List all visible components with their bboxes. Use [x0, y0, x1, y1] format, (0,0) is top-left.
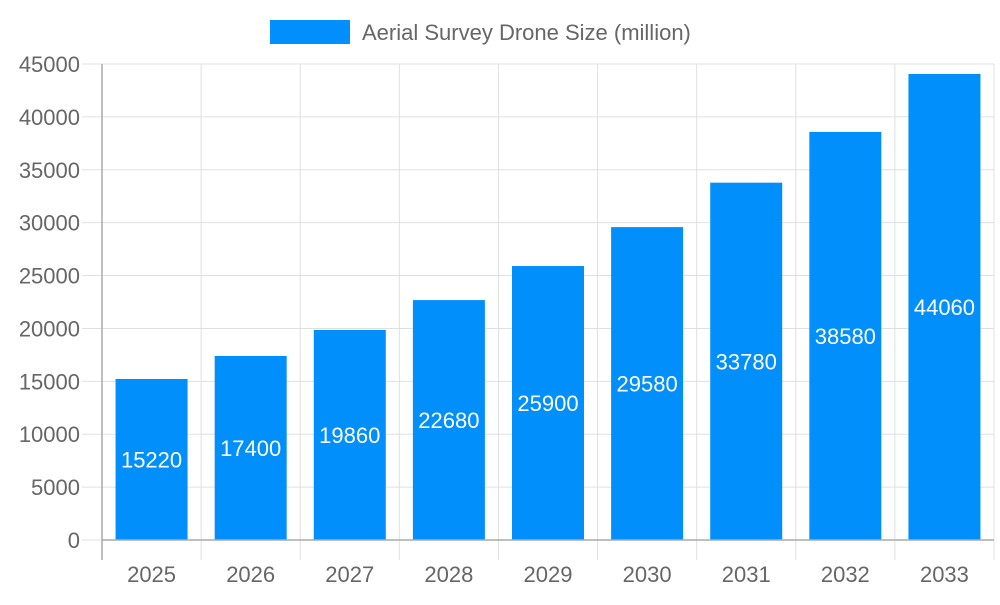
bar: [313, 329, 386, 540]
x-tick-label: 2030: [623, 562, 672, 587]
legend[interactable]: Aerial Survey Drone Size (million): [270, 20, 691, 45]
legend-swatch: [270, 20, 350, 44]
y-tick-label: 35000: [19, 158, 80, 183]
y-tick-label: 15000: [19, 369, 80, 394]
data-label: 17400: [220, 436, 281, 461]
bar: [214, 355, 287, 540]
axes: 0 5000 10000 15000 20000 25000 30000 35000 40000…: [19, 52, 994, 587]
data-label: 25900: [517, 391, 578, 416]
legend-label: Aerial Survey Drone Size (million): [362, 20, 691, 45]
y-tick-label: 20000: [19, 316, 80, 341]
data-label: 15220: [121, 448, 182, 473]
data-label: 38580: [815, 324, 876, 349]
data-label: 33780: [716, 349, 777, 374]
data-label: 22680: [418, 408, 479, 433]
x-tick-label: 2032: [821, 562, 870, 587]
y-tick-label: 5000: [31, 475, 80, 500]
x-tick-label: 2029: [524, 562, 573, 587]
bar: [710, 182, 783, 540]
x-tick-label: 2028: [424, 562, 473, 587]
x-tick-label: 2026: [226, 562, 275, 587]
x-tick-label: 2027: [325, 562, 374, 587]
bar: [908, 73, 981, 540]
x-tick-label: 2031: [722, 562, 771, 587]
data-label: 29580: [617, 372, 678, 397]
bar: [512, 266, 584, 540]
bar: [412, 300, 485, 540]
y-tick-label: 10000: [19, 422, 80, 447]
bars: 15220 17400 19860 22680 25900 29580 33780 38580…: [115, 73, 981, 541]
bar: [115, 379, 188, 540]
y-tick-label: 0: [68, 528, 80, 553]
y-tick-label: 45000: [19, 52, 80, 77]
y-tick-label: 30000: [19, 211, 80, 236]
x-tick-label: 2025: [127, 562, 176, 587]
data-label: 19860: [319, 423, 380, 448]
bar: [611, 227, 684, 541]
bar: [809, 131, 882, 540]
data-label: 44060: [914, 295, 975, 320]
x-tick-label: 2033: [920, 562, 969, 587]
y-tick-label: 40000: [19, 105, 80, 130]
y-tick-label: 25000: [19, 264, 80, 289]
